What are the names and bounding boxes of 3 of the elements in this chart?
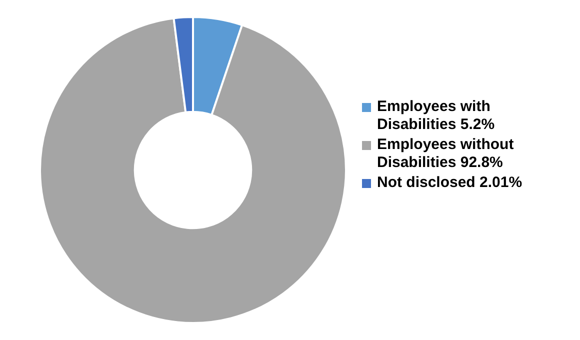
legend-label: Employees without Disabilities 92.8%: [377, 136, 515, 172]
legend-label: Not disclosed 2.01%: [377, 174, 522, 192]
legend-label: Employees with Disabilities 5.2%: [377, 98, 496, 134]
